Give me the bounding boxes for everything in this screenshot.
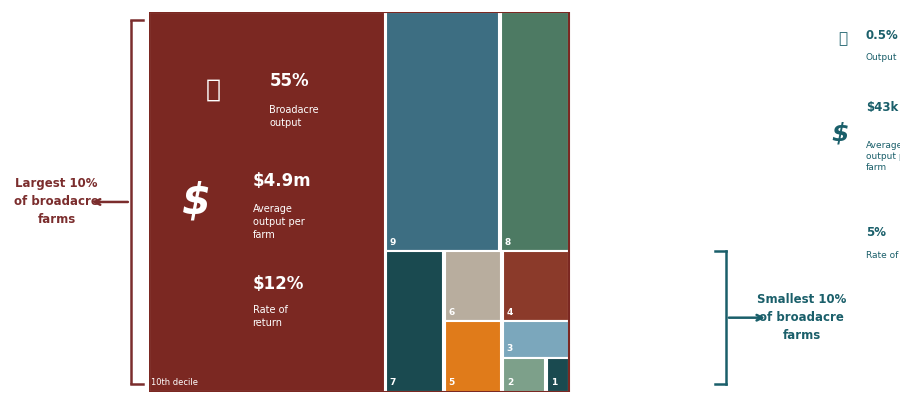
Bar [148,12,385,392]
Text: 6: 6 [448,308,454,317]
Bar [386,12,499,251]
Text: 5: 5 [448,378,454,387]
Text: 1: 1 [551,378,557,387]
Text: 55%: 55% [269,71,309,89]
Text: 2: 2 [507,378,513,387]
Text: $: $ [182,181,211,223]
Text: $12%: $12% [253,275,304,293]
Text: Broadacre
output: Broadacre output [269,105,319,129]
Text: 8: 8 [505,238,511,247]
Text: 4: 4 [507,308,513,317]
Bar [547,357,569,392]
Text: 9: 9 [390,238,396,247]
Text: 7: 7 [390,378,396,387]
Text: $43k: $43k [866,101,898,113]
Text: 3: 3 [507,344,513,353]
Text: 10th decile: 10th decile [151,378,198,387]
Text: 5%: 5% [866,226,886,239]
Text: 🚜: 🚜 [839,31,848,46]
Bar [503,251,569,322]
Bar [148,12,569,392]
Text: Largest 10%
of broadacre
farms: Largest 10% of broadacre farms [14,177,99,226]
Text: Average
output per
farm: Average output per farm [253,204,304,240]
Text: 🚜: 🚜 [206,78,220,102]
Bar [445,251,501,322]
Text: Output: Output [866,53,897,62]
Text: Average
output per
farm: Average output per farm [866,141,900,173]
Bar [503,322,569,357]
Text: 0.5%: 0.5% [866,29,899,42]
Text: Smallest 10%
of broadacre
farms: Smallest 10% of broadacre farms [757,293,846,342]
Bar [445,322,501,392]
Bar [386,251,443,392]
Bar [503,357,545,392]
Text: Rate of return: Rate of return [866,251,900,259]
Text: $4.9m: $4.9m [253,172,311,190]
Text: Rate of
return: Rate of return [253,305,287,328]
Bar [501,12,569,251]
Text: $: $ [831,122,848,146]
